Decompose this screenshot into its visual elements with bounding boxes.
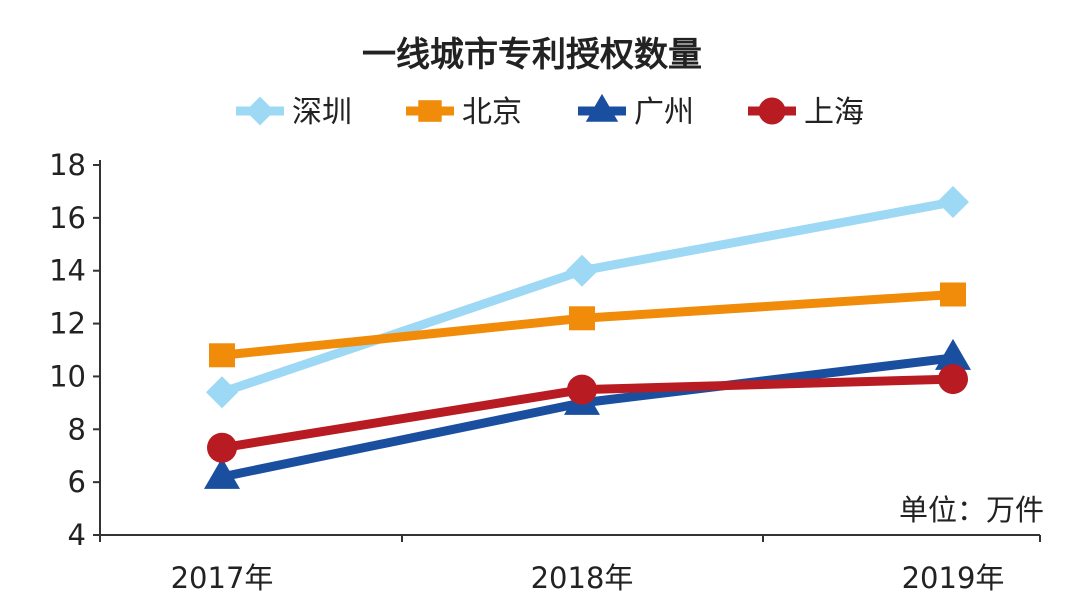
triangle-marker xyxy=(935,338,971,370)
circle-marker xyxy=(567,374,597,405)
diamond-marker xyxy=(937,186,969,218)
y-tick-label: 14 xyxy=(49,254,86,288)
unit-label: 单位：万件 xyxy=(899,493,1044,527)
legend-label: 深圳 xyxy=(292,95,352,130)
y-tick-label: 6 xyxy=(68,465,86,499)
y-tick-label: 12 xyxy=(49,307,86,341)
legend-item: 上海 xyxy=(748,95,864,130)
series-上海 xyxy=(207,364,968,463)
x-tick-label: 2017年 xyxy=(171,561,274,595)
y-tick-label: 10 xyxy=(49,359,86,393)
legend-item: 深圳 xyxy=(236,95,352,130)
legend-label: 广州 xyxy=(634,95,694,130)
series-北京 xyxy=(209,282,966,368)
series-group xyxy=(204,186,971,489)
y-tick-label: 18 xyxy=(49,148,86,182)
circle-marker xyxy=(758,97,786,125)
legend-item: 广州 xyxy=(578,93,694,130)
square-marker xyxy=(940,282,966,307)
legend-item: 北京 xyxy=(406,95,522,130)
triangle-marker xyxy=(585,93,619,122)
chart-title: 一线城市专利授权数量 xyxy=(362,35,702,75)
y-tick-label: 16 xyxy=(49,201,86,235)
y-tick-label: 8 xyxy=(68,412,86,446)
square-marker xyxy=(418,100,442,122)
x-tick-label: 2018年 xyxy=(531,561,634,595)
series-深圳 xyxy=(206,186,969,409)
axes: 4 6 8 10 12 14 16 18 2017年 2018年 2019年 xyxy=(49,148,1041,595)
legend: 深圳 北京 广州 上海 xyxy=(236,93,864,130)
legend-label: 北京 xyxy=(462,95,522,130)
diamond-marker xyxy=(245,96,275,126)
circle-marker xyxy=(938,364,968,395)
square-marker xyxy=(569,306,595,331)
x-tick-label: 2019年 xyxy=(902,561,1005,595)
square-marker xyxy=(209,343,235,368)
y-tick-label: 4 xyxy=(68,518,86,552)
triangle-marker xyxy=(204,457,240,489)
diamond-marker xyxy=(566,254,598,287)
circle-marker xyxy=(207,432,237,463)
legend-label: 上海 xyxy=(804,95,864,130)
diamond-marker xyxy=(206,376,238,409)
